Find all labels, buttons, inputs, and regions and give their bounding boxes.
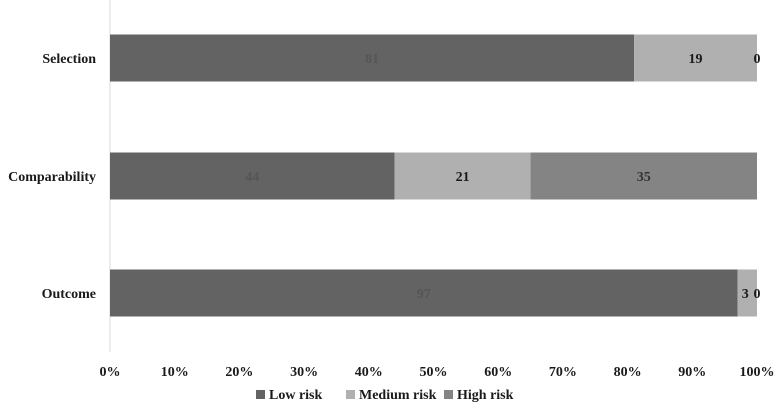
category-label-outcome: Outcome — [42, 287, 96, 302]
bar-selection-low-risk — [110, 34, 635, 82]
bar-outcome-low-risk — [110, 269, 738, 317]
x-tick-label-10: 10% — [161, 365, 189, 380]
bar-comparability-high-risk — [530, 152, 757, 200]
category-labels: Selection Comparability Outcome — [8, 52, 96, 302]
legend-label-medium-risk: Medium risk — [359, 388, 437, 403]
legend-swatch-high-risk — [444, 390, 453, 399]
legend-swatch-medium-risk — [346, 390, 355, 399]
x-tick-label-60: 60% — [484, 365, 512, 380]
x-tick-label-30: 30% — [290, 365, 318, 380]
x-tick-label-0: 0% — [100, 365, 121, 380]
bar-comparability-medium-risk — [394, 152, 531, 200]
x-tick-label-20: 20% — [225, 365, 253, 380]
data-label-comparability-medium-risk: 21 — [456, 170, 470, 185]
data-label-comparability-high-risk: 35 — [637, 170, 651, 185]
data-label-outcome-low-risk: 97 — [417, 287, 431, 302]
x-tick-label-40: 40% — [355, 365, 383, 380]
x-tick-label-100: 100% — [740, 365, 775, 380]
bar-outcome-medium-risk — [737, 269, 757, 317]
data-label-selection-high-risk: 0 — [754, 52, 761, 67]
legend-swatch-low-risk — [256, 390, 265, 399]
legend-label-low-risk: Low risk — [269, 388, 323, 403]
data-label-selection-low-risk: 81 — [365, 52, 379, 67]
x-tick-label-80: 80% — [614, 365, 642, 380]
category-label-selection: Selection — [42, 52, 96, 67]
data-label-outcome-high-risk: 0 — [754, 287, 761, 302]
bar-selection-medium-risk — [634, 34, 757, 82]
x-tick-labels: 0% 10% 20% 30% 40% 50% 60% 70% 80% 90% 100% — [100, 365, 775, 380]
x-tick-label-50: 50% — [420, 365, 448, 380]
data-label-selection-medium-risk: 19 — [689, 52, 703, 67]
bar-comparability-low-risk — [110, 152, 395, 200]
x-tick-label-90: 90% — [678, 365, 706, 380]
data-label-outcome-medium-risk: 3 — [742, 287, 749, 302]
category-label-comparability: Comparability — [8, 170, 96, 185]
x-tick-label-70: 70% — [549, 365, 577, 380]
data-label-comparability-low-risk: 44 — [245, 170, 259, 185]
legend-label-high-risk: High risk — [457, 388, 514, 403]
legend: Low risk Medium risk High risk — [256, 388, 514, 403]
